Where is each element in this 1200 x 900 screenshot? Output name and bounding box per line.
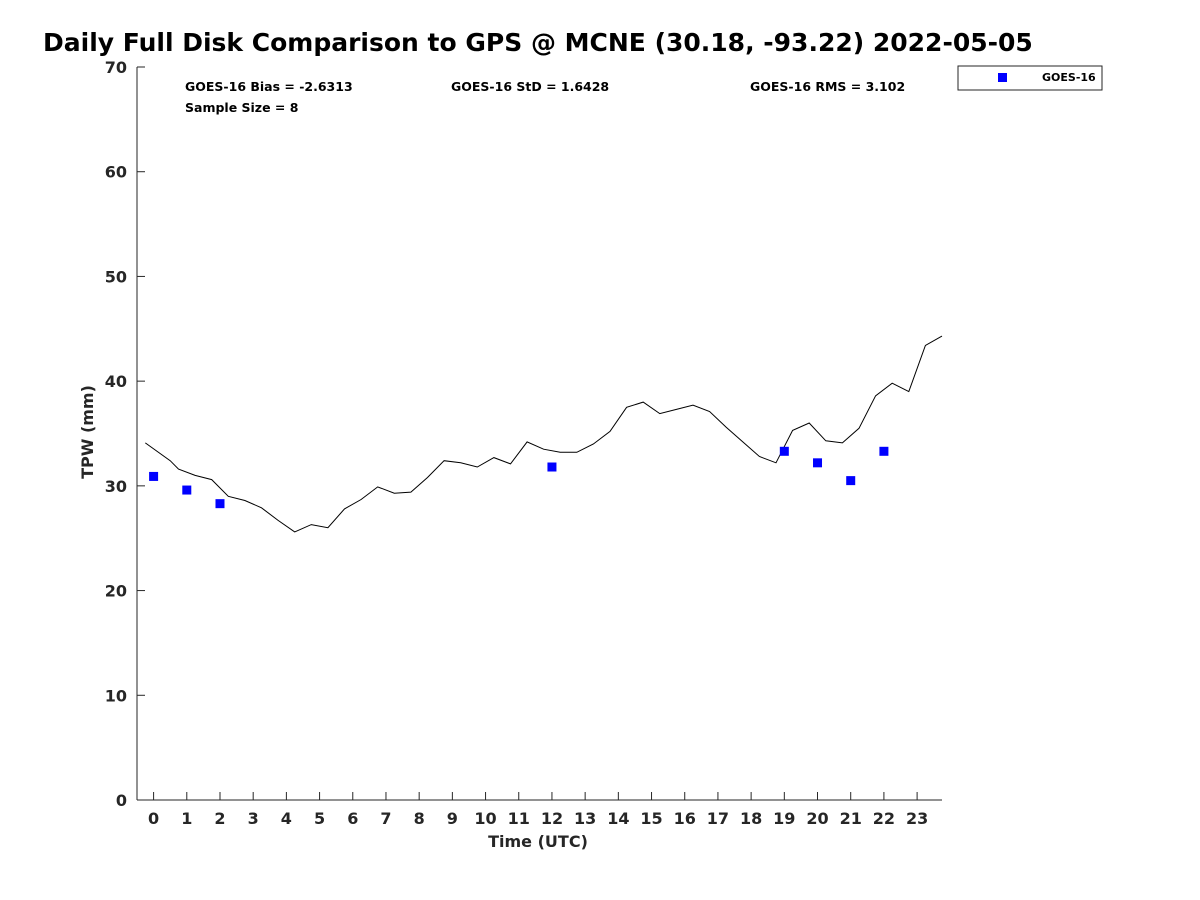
legend: GOES-16 xyxy=(957,65,1103,91)
x-tick-label: 3 xyxy=(248,809,259,828)
x-tick-label: 17 xyxy=(707,809,729,828)
y-axis-label: TPW (mm) xyxy=(78,385,97,479)
x-tick-label: 18 xyxy=(740,809,762,828)
gps-tpw-line xyxy=(145,335,943,533)
sample-size-stat: Sample Size = 8 xyxy=(185,100,298,115)
x-tick-label: 13 xyxy=(574,809,596,828)
x-tick-label: 1 xyxy=(181,809,192,828)
goes16-point xyxy=(846,476,856,486)
x-tick-label: 16 xyxy=(674,809,696,828)
goes16-point xyxy=(879,446,889,456)
y-tick-label: 40 xyxy=(105,372,127,391)
x-tick-label: 10 xyxy=(474,809,496,828)
y-tick-label: 10 xyxy=(105,686,127,705)
goes16-point xyxy=(149,471,159,481)
goes16-point xyxy=(215,499,225,509)
std-stat: GOES-16 StD = 1.6428 xyxy=(451,79,609,94)
x-tick-label: 8 xyxy=(414,809,425,828)
x-tick-label: 21 xyxy=(840,809,862,828)
gps-line xyxy=(145,335,943,533)
goes16-point xyxy=(813,458,823,468)
y-tick-label: 50 xyxy=(105,267,127,286)
x-tick-label: 15 xyxy=(640,809,662,828)
x-tick-label: 20 xyxy=(806,809,828,828)
bias-stat: GOES-16 Bias = -2.6313 xyxy=(185,79,353,94)
x-axis-label: Time (UTC) xyxy=(488,832,588,851)
legend-label: GOES-16 xyxy=(1042,71,1096,84)
x-tick-label: 22 xyxy=(873,809,895,828)
legend-box xyxy=(957,65,1103,91)
x-tick-label: 11 xyxy=(508,809,530,828)
y-tick-label: 60 xyxy=(105,163,127,182)
y-tick-label: 30 xyxy=(105,477,127,496)
x-tick-label: 19 xyxy=(773,809,795,828)
x-tick-label: 7 xyxy=(380,809,391,828)
x-tick-label: 23 xyxy=(906,809,928,828)
y-tick-label: 0 xyxy=(116,791,127,810)
x-tick-label: 4 xyxy=(281,809,292,828)
x-tick-label: 0 xyxy=(148,809,159,828)
x-tick-label: 9 xyxy=(447,809,458,828)
x-tick-label: 5 xyxy=(314,809,325,828)
x-tick-label: 6 xyxy=(347,809,358,828)
page-title: Daily Full Disk Comparison to GPS @ MCNE… xyxy=(43,28,1033,57)
goes16-point xyxy=(182,485,192,495)
rms-stat: GOES-16 RMS = 3.102 xyxy=(750,79,905,94)
legend-marker xyxy=(998,73,1007,82)
x-tick-label: 2 xyxy=(214,809,225,828)
x-tick-label: 12 xyxy=(541,809,563,828)
goes16-point xyxy=(779,446,789,456)
goes16-point xyxy=(547,462,557,472)
goes16-points xyxy=(149,446,889,509)
x-tick-label: 14 xyxy=(607,809,629,828)
y-tick-label: 20 xyxy=(105,582,127,601)
y-tick-label: 70 xyxy=(105,58,127,77)
